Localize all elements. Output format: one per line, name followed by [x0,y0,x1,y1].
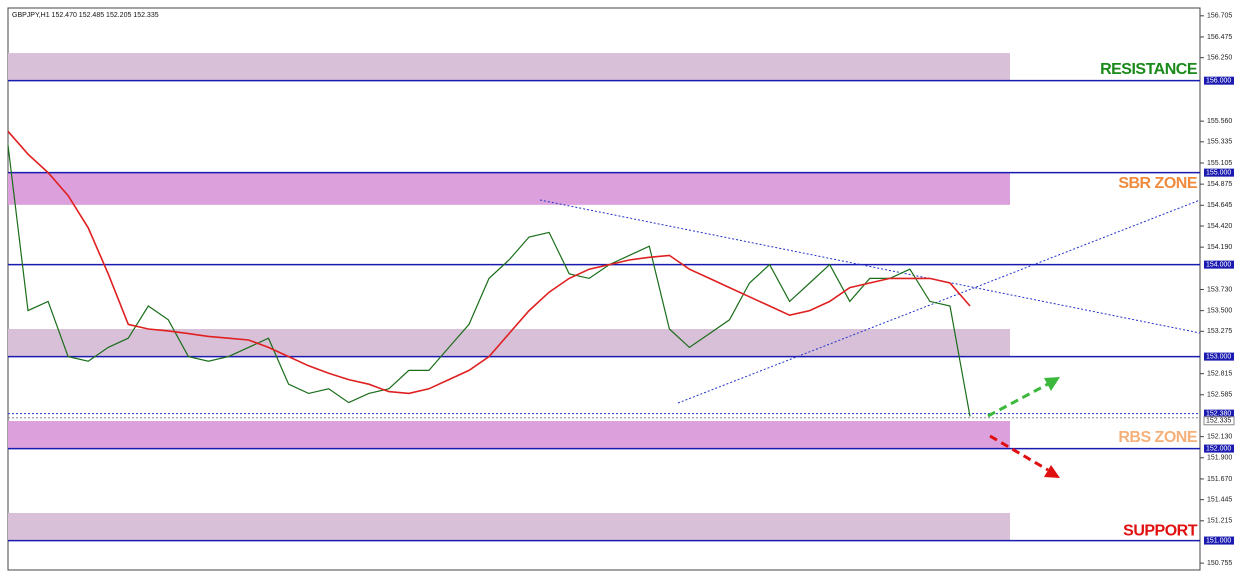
level-label: 156.000 [1206,78,1231,85]
y-tick-label: 152.585 [1207,392,1232,399]
y-tick-label: 153.500 [1207,307,1232,314]
y-tick-label: 156.475 [1207,34,1232,41]
y-tick-label: 152.130 [1207,433,1232,440]
y-tick-label: 155.105 [1207,160,1232,167]
level-tag [1204,444,1234,453]
price-label: 152.335 [1206,418,1231,425]
level-label: 155.000 [1206,169,1231,176]
trend-line [677,199,1201,404]
y-tick-label: 154.645 [1207,202,1232,209]
y-tick-label: 156.250 [1207,55,1232,62]
level-tag [1204,536,1234,545]
zones [8,53,1010,541]
levels [8,79,1200,542]
y-tick-label: 153.730 [1207,286,1232,293]
y-tick-label: 151.670 [1207,476,1232,483]
moving-average [7,130,971,395]
chart-title: GBPJPY,H1 152.470 152.485 152.205 152.33… [12,12,159,19]
zone [8,172,1010,205]
zone-label: RBS ZONE [1118,429,1198,446]
y-tick-label: 154.420 [1207,223,1232,230]
y-tick-label: 150.755 [1207,560,1232,567]
price-tag [1203,416,1235,426]
y-tick-label: 151.900 [1207,455,1232,462]
plot-frame [7,7,1201,571]
trend-line [539,199,1201,334]
price-label: 152.380 [1206,410,1231,417]
series [7,130,971,417]
level-tag [1204,352,1234,361]
arrow-up [987,377,1060,418]
arrow-down [989,434,1060,478]
level-tag [1204,76,1234,85]
level-label: 153.000 [1206,353,1231,360]
y-tick-label: 155.335 [1207,139,1232,146]
zone-label: SUPPORT [1123,523,1198,540]
level-tag [1204,260,1234,269]
zone-label: SBR ZONE [1118,175,1198,192]
level-label: 151.000 [1206,537,1231,544]
y-tick-label: 151.445 [1207,496,1232,503]
price-tag [1204,409,1234,418]
annotations: RESISTANCE SBR ZONE RBS ZONE SUPPORT [1100,61,1198,540]
zone [8,53,1010,81]
y-tick-label: 152.815 [1207,370,1232,377]
y-tick-label: 155.560 [1207,118,1232,125]
y-tick-label: 154.875 [1207,181,1232,188]
zone [8,420,1010,449]
price-axis: 156.705 156.475 156.250 155.560 155.335 155.1… [1200,13,1235,567]
price-line-series [7,145,971,417]
y-tick-label: 154.190 [1207,244,1232,251]
level-tag [1204,168,1234,177]
y-tick-label: 153.275 [1207,328,1232,335]
y-tick-label: 151.215 [1207,518,1232,525]
level-label: 152.000 [1206,445,1231,452]
zone-label: RESISTANCE [1100,61,1198,78]
y-tick-label: 156.705 [1207,13,1232,20]
level-label: 154.000 [1206,261,1231,268]
zone [8,512,1010,541]
